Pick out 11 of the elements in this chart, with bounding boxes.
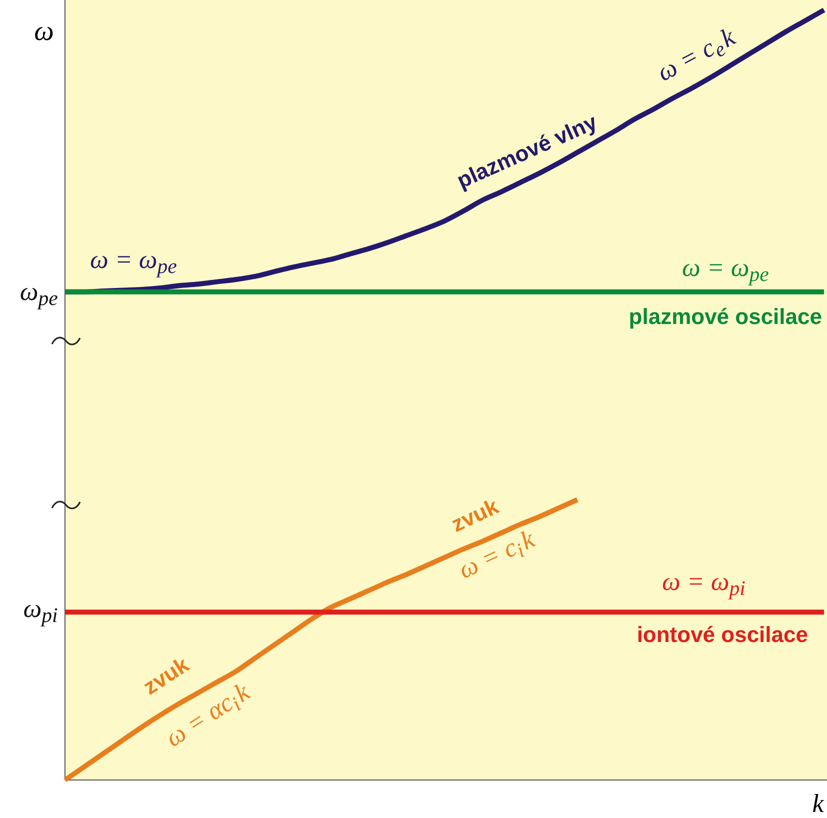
- series-label: plazmové oscilace: [628, 304, 822, 329]
- annotation: ω = ω$_{pi}$: [662, 567, 746, 600]
- text: ω$_{pi}$: [23, 594, 58, 627]
- x-axis-title: k: [812, 789, 824, 818]
- annotation: ω = ω$_{pe}$: [682, 253, 769, 286]
- text: zvuk: [447, 493, 503, 537]
- annotation: zvuk: [138, 651, 194, 700]
- text: ω$_{pe}$: [20, 277, 58, 310]
- series-label: iontové oscilace: [636, 622, 808, 647]
- annotation: ω = ω$_{pe}$: [90, 245, 177, 278]
- y-axis-title: ω: [34, 16, 54, 47]
